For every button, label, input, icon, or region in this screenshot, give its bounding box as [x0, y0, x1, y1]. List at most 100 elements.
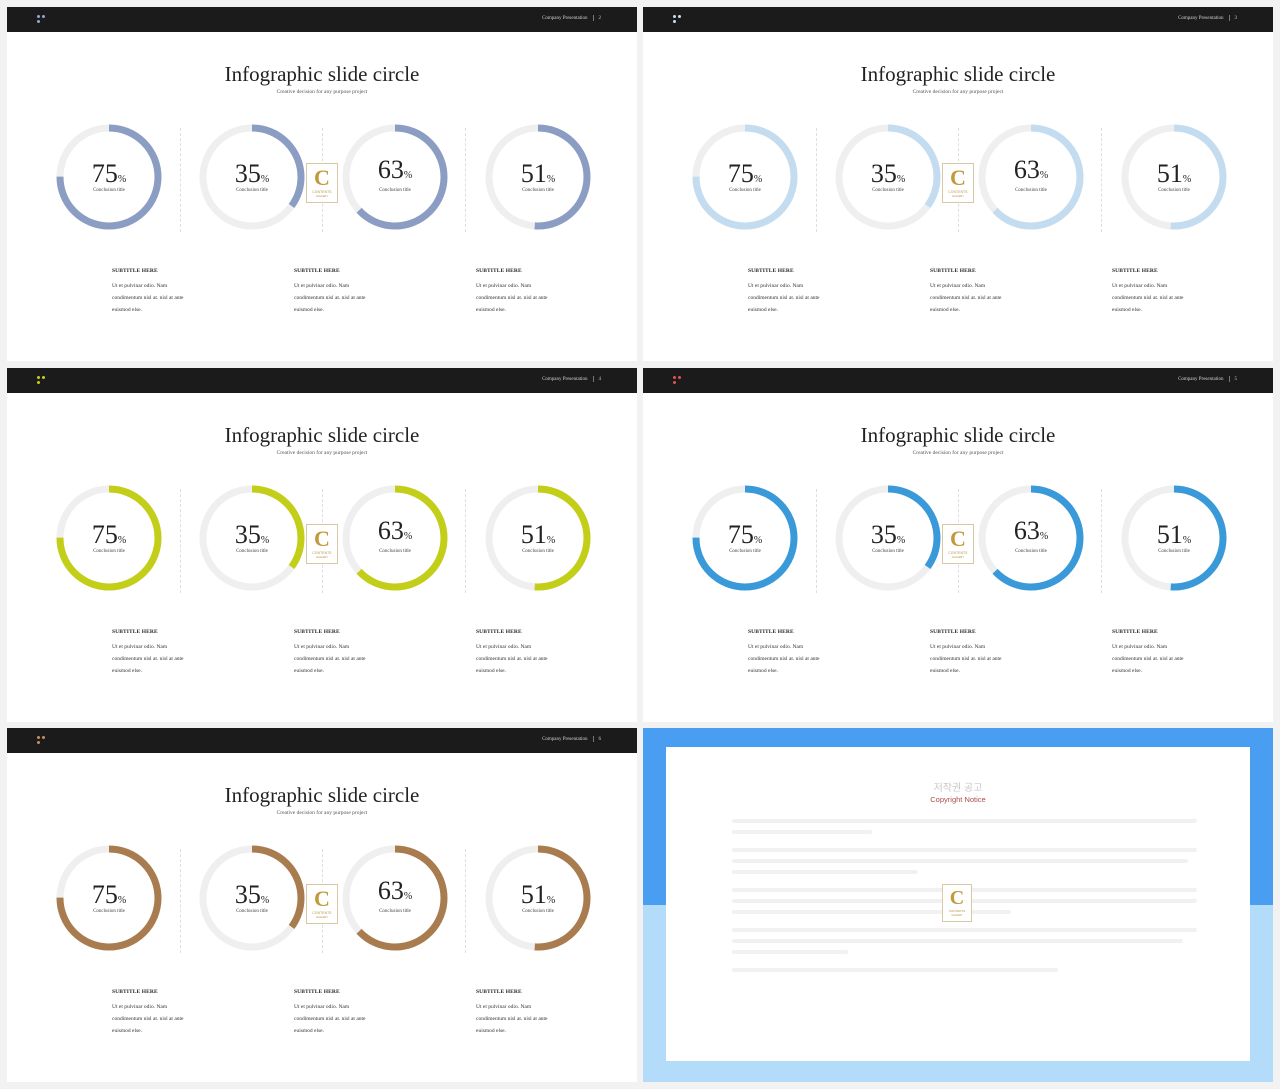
text-block-body: Ut et pulvinar odio. Nam condimentum nisl… [748, 283, 820, 313]
logo-tag: GALLERY [952, 195, 964, 198]
ring-caption: Conclusion title [522, 549, 554, 554]
text-block: SUBTITLE HERE Ut et pulvinar odio. Nam co… [476, 989, 586, 1037]
text-block-heading: SUBTITLE HERE [294, 989, 340, 995]
ring-percent: 63% [1013, 516, 1049, 545]
text-block-body: Ut et pulvinar odio. Nam condimentum nisl… [476, 644, 548, 674]
contents-logo: C CONTENTS GALLERY [942, 524, 974, 564]
bar-separator [592, 736, 594, 742]
ring-graphic [978, 124, 1084, 230]
ring-caption: Conclusion title [1015, 188, 1047, 193]
column-divider [180, 489, 181, 593]
ring-caption: Conclusion title [379, 188, 411, 193]
ring-graphic [342, 485, 448, 591]
ring-caption: Conclusion title [1158, 188, 1190, 193]
progress-ring: 51% Conclusion title [484, 484, 592, 592]
slide-subtitle: Creative decision for any purpose projec… [912, 450, 1004, 456]
slide-copyright[interactable]: 저작권 공고 Copyright Notice C CONTENTS GALLE… [643, 728, 1273, 1082]
text-block: SUBTITLE HERE Ut et pulvinar odio. Nam co… [294, 629, 404, 677]
copyright-title: 저작권 공고 [933, 783, 983, 794]
text-block: SUBTITLE HERE Ut et pulvinar odio. Nam co… [112, 268, 222, 316]
page-number: 2 [598, 16, 602, 22]
logo-letter: C [314, 526, 330, 551]
brand-dots-icon [37, 736, 47, 746]
contents-logo: C CONTENTS GALLERY [942, 884, 972, 922]
bar-separator [592, 376, 594, 382]
slide-top-bar: Company Presentation 3 [643, 7, 1273, 32]
ring-caption: Conclusion title [93, 188, 125, 193]
copyright-subtitle: Copyright Notice [930, 795, 986, 804]
progress-ring: 35% Conclusion title [834, 123, 942, 231]
text-block-heading: SUBTITLE HERE [294, 268, 340, 274]
progress-ring: 35% Conclusion title [198, 484, 306, 592]
logo-word: CONTENTS [948, 190, 968, 194]
progress-ring: 63% Conclusion title [341, 844, 449, 952]
ring-caption: Conclusion title [729, 549, 761, 554]
ring-percent: 51% [520, 159, 556, 188]
slide-top-bar: Company Presentation 4 [7, 368, 637, 393]
progress-ring: 75% Conclusion title [691, 123, 799, 231]
ring-caption: Conclusion title [872, 188, 904, 193]
column-divider [180, 128, 181, 232]
text-block-body: Ut et pulvinar odio. Nam condimentum nisl… [930, 644, 1002, 674]
contents-logo: C CONTENTS GALLERY [306, 884, 338, 924]
slide-3[interactable]: Company Presentation 3 Infographic slide … [643, 7, 1273, 361]
text-block-heading: SUBTITLE HERE [112, 989, 158, 995]
ring-caption: Conclusion title [1158, 549, 1190, 554]
slide-2[interactable]: Company Presentation 2 Infographic slide … [7, 7, 637, 361]
ring-percent: 75% [91, 880, 127, 909]
progress-ring: 75% Conclusion title [55, 123, 163, 231]
bar-separator [592, 15, 594, 21]
text-block-body: Ut et pulvinar odio. Nam condimentum nisl… [476, 283, 548, 313]
text-block-heading: SUBTITLE HERE [1112, 629, 1158, 635]
text-block-heading: SUBTITLE HERE [476, 989, 522, 995]
page-number: 6 [598, 737, 602, 743]
column-divider [1101, 128, 1102, 232]
slide-5[interactable]: Company Presentation 5 Infographic slide … [643, 368, 1273, 722]
company-label: Company Presentation [542, 16, 588, 22]
slide-subtitle: Creative decision for any purpose projec… [276, 89, 368, 95]
ring-graphic [835, 124, 941, 230]
text-block-heading: SUBTITLE HERE [748, 629, 794, 635]
progress-ring: 75% Conclusion title [55, 844, 163, 952]
ring-graphic [835, 485, 941, 591]
logo-letter: C [314, 165, 330, 190]
column-divider [180, 849, 181, 953]
ring-percent: 35% [234, 520, 270, 549]
bar-right-label: Company Presentation 5 [1178, 376, 1237, 382]
text-block: SUBTITLE HERE Ut et pulvinar odio. Nam co… [1112, 268, 1222, 316]
column-divider [816, 489, 817, 593]
page-number: 3 [1234, 16, 1238, 22]
column-divider [465, 128, 466, 232]
ring-caption: Conclusion title [522, 909, 554, 914]
ring-graphic [485, 124, 591, 230]
ring-caption: Conclusion title [236, 909, 268, 914]
bar-separator [1228, 15, 1230, 21]
logo-tag: GALLERY [952, 556, 964, 559]
company-label: Company Presentation [542, 737, 588, 743]
slide-4[interactable]: Company Presentation 4 Infographic slide … [7, 368, 637, 722]
text-block: SUBTITLE HERE Ut et pulvinar odio. Nam co… [112, 629, 222, 677]
logo-letter: C [950, 165, 966, 190]
company-label: Company Presentation [1178, 377, 1224, 383]
slide-title: Infographic slide circle [224, 423, 420, 447]
ring-percent: 63% [377, 876, 413, 905]
progress-ring: 35% Conclusion title [198, 123, 306, 231]
progress-ring: 35% Conclusion title [834, 484, 942, 592]
text-block-heading: SUBTITLE HERE [476, 268, 522, 274]
text-block-body: Ut et pulvinar odio. Nam condimentum nisl… [1112, 644, 1184, 674]
ring-percent: 35% [870, 159, 906, 188]
text-block: SUBTITLE HERE Ut et pulvinar odio. Nam co… [294, 989, 404, 1037]
ring-caption: Conclusion title [379, 909, 411, 914]
brand-dots-icon [673, 376, 683, 386]
text-block-heading: SUBTITLE HERE [748, 268, 794, 274]
progress-ring: 51% Conclusion title [1120, 123, 1228, 231]
text-block-body: Ut et pulvinar odio. Nam condimentum nisl… [112, 1004, 184, 1034]
text-block-body: Ut et pulvinar odio. Nam condimentum nisl… [748, 644, 820, 674]
logo-tag: GALLERY [951, 914, 963, 917]
ring-graphic [199, 485, 305, 591]
text-block-heading: SUBTITLE HERE [294, 629, 340, 635]
progress-ring: 63% Conclusion title [341, 484, 449, 592]
contents-logo: C CONTENTS GALLERY [942, 163, 974, 203]
slide-6[interactable]: Company Presentation 6 Infographic slide … [7, 728, 637, 1082]
